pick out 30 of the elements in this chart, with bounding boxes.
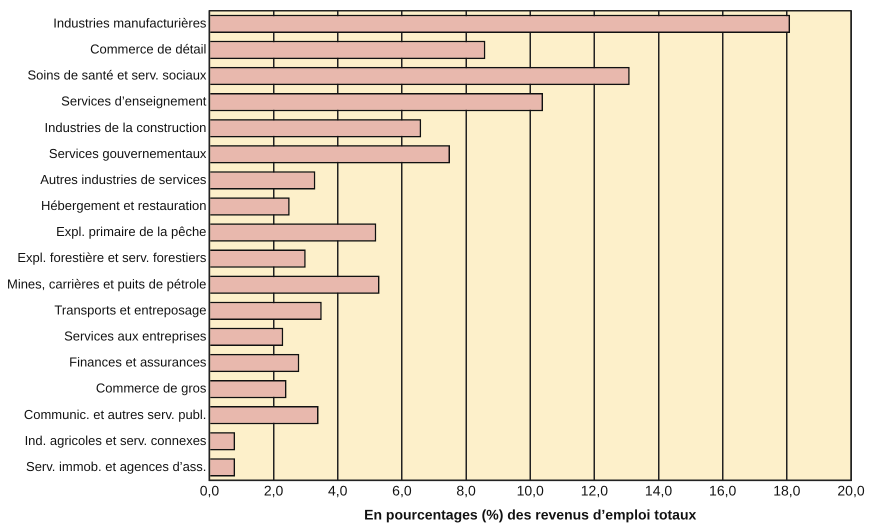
y-tick-label: Services gouvernementaux [48, 146, 207, 161]
x-tick-label: 6,0 [392, 482, 412, 499]
x-tick-label: 10,0 [516, 482, 544, 499]
y-tick-label: Commerce de gros [96, 380, 207, 396]
y-tick-label: Industries manufacturières [53, 15, 207, 30]
x-tick-label: 20,0 [837, 482, 865, 499]
x-tick-label: 18,0 [773, 482, 801, 499]
y-tick-label: Hébergement et restauration [40, 198, 206, 214]
x-axis-title: En pourcentages (%) des revenus d’emploi totaux [364, 506, 697, 522]
y-tick-label: Finances et assurances [69, 354, 207, 370]
x-tick-label: 0,0 [200, 482, 220, 499]
y-tick-label: Autres industries de services [40, 172, 207, 187]
y-tick-label: Services d’enseignement [61, 94, 207, 109]
y-tick-label: Communic. et autres serv. publ. [24, 406, 206, 422]
y-tick-label: Serv. immob. et agences d’ass. [26, 458, 206, 474]
x-tick-label: 12,0 [580, 482, 608, 499]
x-tick-label: 2,0 [264, 482, 284, 499]
x-tick-label: 8,0 [456, 482, 476, 499]
y-tick-label: Mines, carrières et puits de pétrole [6, 276, 206, 292]
y-tick-label: Services aux entreprises [64, 328, 207, 344]
y-tick-label: Expl. primaire de la pêche [56, 224, 206, 240]
y-tick-label: Ind. agricoles et serv. connexes [24, 432, 207, 448]
y-tick-label: Expl. forestière et serv. forestiers [17, 250, 207, 266]
y-tick-label: Transports et entreposage [54, 302, 206, 318]
x-tick-label: 14,0 [644, 482, 672, 499]
y-tick-label: Commerce de détail [90, 42, 207, 57]
y-tick-label: Soins de santé et serv. sociaux [27, 68, 207, 83]
x-tick-label: 4,0 [328, 482, 348, 499]
y-tick-label: Industries de la construction [44, 120, 206, 135]
x-tick-label: 16,0 [709, 482, 737, 499]
